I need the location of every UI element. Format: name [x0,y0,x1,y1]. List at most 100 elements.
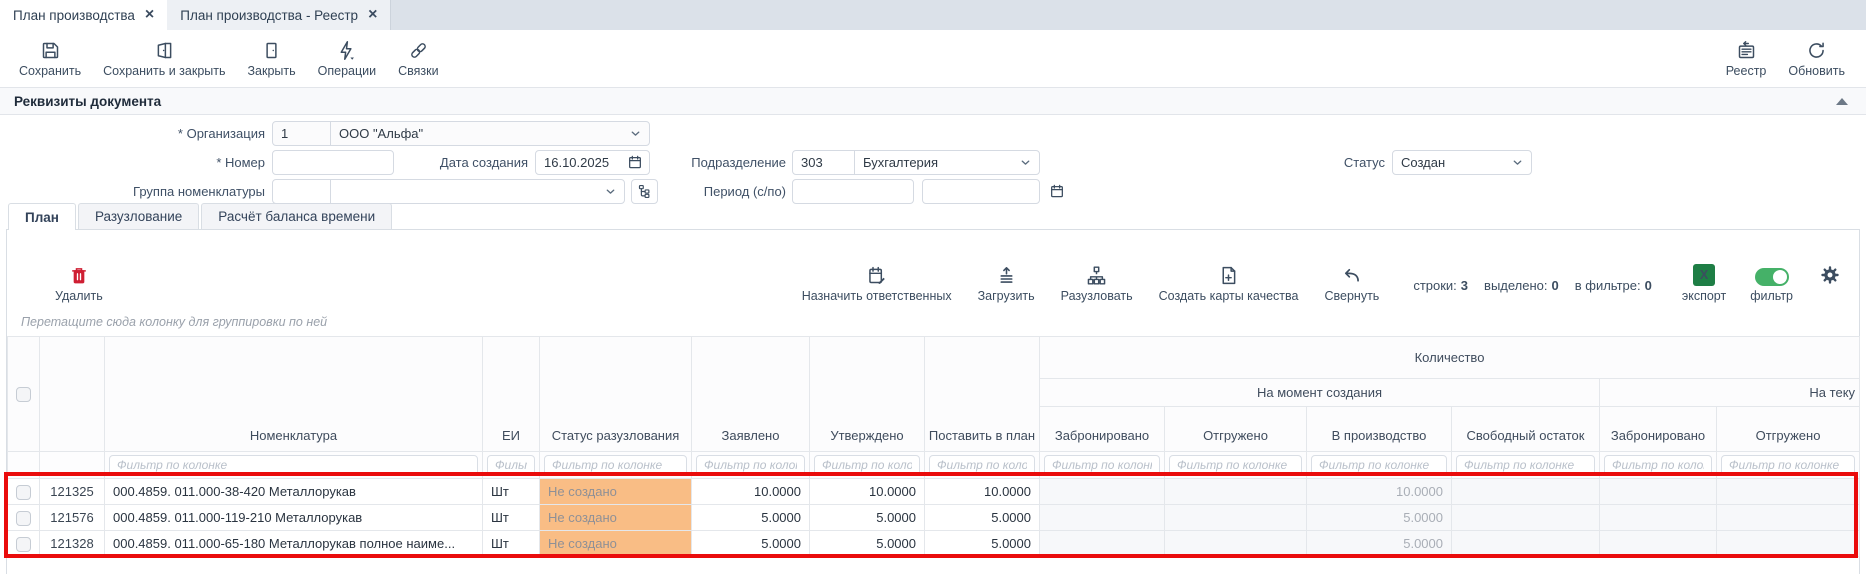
number-input[interactable] [272,150,394,175]
save-button[interactable]: Сохранить [8,36,92,82]
filter-input-reserved[interactable] [1044,454,1160,476]
cell-approved[interactable]: 5.0000 [809,530,925,557]
cell-reserved-current[interactable] [1599,530,1717,557]
column-header-shipped-current[interactable]: Отгружено [1715,406,1861,452]
group-by-hint[interactable]: Перетащите сюда колонку для группировки … [21,315,328,329]
cell-reserved[interactable] [1039,504,1165,531]
save-and-close-button[interactable]: Сохранить и закрыть [92,36,236,82]
nomenclature-group-combo[interactable] [272,179,625,204]
cell-row-id[interactable]: 121328 [39,530,105,557]
filter-input-free-balance[interactable] [1456,454,1595,476]
filter-input-approved[interactable] [814,454,920,476]
cell-in-production[interactable]: 5.0000 [1306,530,1452,557]
export-button[interactable]: X экспорт [1682,264,1726,303]
column-header-shipped[interactable]: Отгружено [1164,406,1307,452]
column-header-approved[interactable]: Утверждено [809,336,925,452]
calendar-icon[interactable] [627,154,643,173]
period-from-input[interactable] [792,179,914,204]
close-button[interactable]: Закрыть [237,36,307,82]
calendar-icon[interactable] [1049,183,1065,202]
cell-unit[interactable]: Шт [482,504,540,531]
filter-input-declared[interactable] [696,454,805,476]
filter-input-to-plan[interactable] [929,454,1035,476]
cell-reserved[interactable] [1039,530,1165,557]
window-tab-plan[interactable]: План производства × [0,0,168,30]
cell-declared[interactable]: 10.0000 [691,478,810,505]
collapse-triangle-icon[interactable] [1836,98,1848,105]
assign-responsible-button[interactable]: Назначить ответственных [802,265,952,303]
cell-reserved-current[interactable] [1599,478,1717,505]
grid-settings-button[interactable] [1819,264,1841,303]
tab-explosion[interactable]: Разузлование [77,203,200,229]
cell-explosion-status[interactable]: Не создано [539,504,692,531]
cell-nomenclature[interactable]: 000.4859. 011.000-65-180 Металлорукав по… [104,530,483,557]
row-checkbox[interactable] [16,536,31,552]
organization-combo[interactable]: 1 ООО "Альфа" [272,121,650,146]
delete-button[interactable]: Удалить [55,265,103,303]
table-row[interactable]: 121328 000.4859. 011.000-65-180 Металлор… [7,530,1861,557]
cell-shipped-current[interactable] [1715,530,1861,557]
select-all-checkbox[interactable] [16,387,31,403]
cell-shipped[interactable] [1164,478,1307,505]
filter-input-explosion-status[interactable] [544,454,687,476]
cell-in-production[interactable]: 5.0000 [1306,504,1452,531]
cell-row-id[interactable]: 121325 [39,478,105,505]
tab-close-icon[interactable]: × [144,6,155,23]
cell-nomenclature[interactable]: 000.4859. 011.000-119-210 Металлорукав [104,504,483,531]
cell-row-id[interactable]: 121576 [39,504,105,531]
cell-reserved[interactable] [1039,478,1165,505]
select-all-header[interactable] [7,336,40,452]
document-section-header[interactable]: Реквизиты документа [0,87,1866,115]
row-checkbox-cell[interactable] [7,504,40,531]
load-button[interactable]: Загрузить [978,265,1035,303]
cell-free-balance[interactable] [1451,504,1600,531]
cell-shipped[interactable] [1164,530,1307,557]
status-combo[interactable]: Создан [1392,150,1532,175]
filter-input-shipped[interactable] [1169,454,1302,476]
row-checkbox-cell[interactable] [7,478,40,505]
collapse-rows-button[interactable]: Свернуть [1324,265,1379,303]
cell-approved[interactable]: 5.0000 [809,504,925,531]
cell-reserved-current[interactable] [1599,504,1717,531]
tab-time-balance[interactable]: Расчёт баланса времени [201,203,393,229]
row-checkbox[interactable] [16,510,31,526]
cell-to-plan[interactable]: 5.0000 [924,504,1040,531]
filter-input-nomenclature[interactable] [109,454,478,476]
filter-input-reserved-current[interactable] [1604,454,1712,476]
cell-unit[interactable]: Шт [482,478,540,505]
cell-approved[interactable]: 10.0000 [809,478,925,505]
table-row[interactable]: 121325 000.4859. 011.000-38-420 Металлор… [7,478,1861,505]
cell-to-plan[interactable]: 5.0000 [924,530,1040,557]
links-button[interactable]: Связки [387,36,449,82]
cell-unit[interactable]: Шт [482,530,540,557]
cell-explosion-status[interactable]: Не создано [539,478,692,505]
tab-plan[interactable]: План [8,203,76,230]
filter-input-shipped-current[interactable] [1721,454,1856,476]
cell-to-plan[interactable]: 10.0000 [924,478,1040,505]
cell-shipped[interactable] [1164,504,1307,531]
cell-explosion-status[interactable]: Не создано [539,530,692,557]
operations-button[interactable]: Операции [307,36,387,82]
filter-input-unit[interactable] [487,454,535,476]
explode-button[interactable]: Разузловать [1061,265,1133,303]
window-tab-plan-registry[interactable]: План производства - Реестр × [167,0,392,30]
filter-input-in-production[interactable] [1311,454,1447,476]
row-checkbox-cell[interactable] [7,530,40,557]
toggle-switch-icon[interactable] [1754,268,1789,286]
table-row[interactable]: 121576 000.4859. 011.000-119-210 Металло… [7,504,1861,531]
cell-declared[interactable]: 5.0000 [691,504,810,531]
column-header-reserved-current[interactable]: Забронировано [1599,406,1717,452]
filter-toggle[interactable]: фильтр [1750,268,1793,303]
column-header-unit[interactable]: ЕИ [482,336,540,452]
refresh-button[interactable]: Обновить [1777,36,1856,82]
cell-shipped-current[interactable] [1715,504,1861,531]
tree-select-button[interactable] [631,179,658,204]
column-header-in-production[interactable]: В производство [1306,406,1452,452]
column-header-free-balance[interactable]: Свободный остаток [1451,406,1600,452]
cell-nomenclature[interactable]: 000.4859. 011.000-38-420 Металлорукав [104,478,483,505]
column-header-explosion-status[interactable]: Статус разузлования [539,336,692,452]
row-checkbox[interactable] [16,484,31,500]
cell-declared[interactable]: 5.0000 [691,530,810,557]
column-header-to-plan[interactable]: Поставить в план [924,336,1040,452]
cell-in-production[interactable]: 10.0000 [1306,478,1452,505]
